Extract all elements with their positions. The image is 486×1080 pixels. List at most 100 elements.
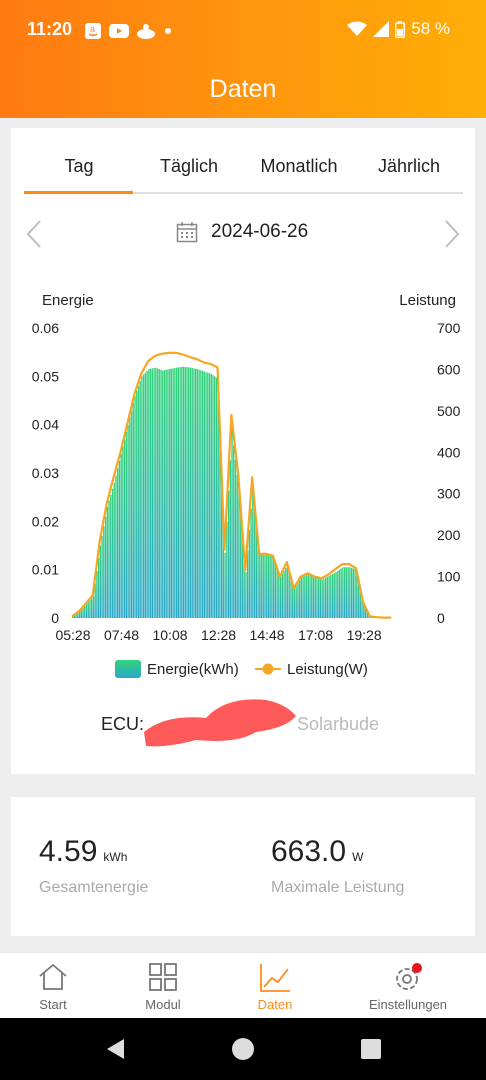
back-icon[interactable]: [104, 1037, 128, 1061]
energy-bar: [163, 370, 166, 618]
tab-jaehrlich[interactable]: Jährlich: [377, 156, 441, 176]
x-axis-ticks: 05:28 07:48 10:08 12:28 14:48 17:08 19:28: [55, 627, 381, 643]
energy-bar: [252, 487, 254, 618]
right-tick-label: 500: [437, 403, 461, 419]
energy-bar: [314, 576, 316, 618]
energy-bar: [297, 582, 299, 618]
tab-monatlich[interactable]: Monatlich: [260, 156, 338, 176]
energy-bar: [99, 545, 102, 618]
battery-percent: 58 %: [411, 19, 450, 38]
energy-bar: [155, 367, 157, 618]
energy-bar: [144, 372, 147, 618]
energy-bar: [136, 390, 138, 618]
energy-bar: [292, 582, 294, 618]
right-tick-label: 0: [437, 610, 445, 626]
date-selector: 2024-06-26: [11, 214, 475, 254]
total-energy-label: Gesamtenergie: [39, 879, 149, 896]
energy-bar: [345, 567, 348, 618]
energy-bar: [125, 431, 128, 618]
energy-bar: [149, 368, 152, 618]
youtube-icon: [109, 24, 129, 38]
energy-bar: [165, 369, 167, 618]
energy-bar: [335, 572, 337, 618]
left-tick-label: 0.04: [32, 417, 59, 433]
energy-bar: [91, 598, 93, 618]
energy-bar: [363, 603, 365, 618]
energy-bar: [108, 500, 110, 618]
energy-bar: [220, 465, 223, 618]
energy-bar: [328, 575, 330, 618]
energy-bar: [148, 369, 150, 618]
total-energy-number: 4.59: [39, 835, 98, 868]
energy-bar: [222, 509, 225, 618]
x-tick-label: 05:28: [55, 627, 90, 643]
energy-bars: [71, 366, 393, 619]
nav-einstellungen[interactable]: Einstellungen: [353, 953, 463, 1019]
energy-bar: [137, 386, 140, 618]
nav-start-label: Start: [39, 997, 67, 1012]
energy-bar: [89, 600, 91, 618]
energy-bar: [110, 494, 112, 618]
energy-bar: [120, 453, 122, 618]
next-date-arrow-icon[interactable]: [443, 219, 461, 249]
total-energy-unit: kWh: [103, 850, 128, 864]
energy-bar: [85, 603, 88, 618]
energy-bar: [200, 370, 202, 618]
energy-bar: [73, 615, 76, 618]
energy-bar: [288, 570, 290, 619]
status-bar: 11:20 a 58 %: [0, 0, 486, 62]
chart-legend: Energie(kWh) Leistung(W): [11, 656, 475, 686]
home-circle-icon[interactable]: [231, 1037, 255, 1061]
energy-bar: [71, 616, 74, 618]
legend-power[interactable]: Leistung(W): [255, 660, 368, 678]
selected-date[interactable]: 2024-06-26: [211, 221, 309, 242]
energy-bar: [246, 550, 249, 618]
svg-text:a: a: [90, 24, 95, 34]
x-tick-label: 19:28: [347, 627, 382, 643]
energy-bar: [305, 575, 308, 618]
recents-icon[interactable]: [360, 1038, 382, 1060]
nav-start[interactable]: Start: [0, 953, 108, 1019]
right-tick-label: 100: [437, 569, 461, 585]
energy-bar: [227, 491, 230, 619]
calendar-icon[interactable]: [176, 221, 198, 243]
active-tab-indicator: [24, 191, 133, 194]
energy-bar: [319, 578, 322, 618]
energy-bar: [267, 554, 270, 618]
nav-daten[interactable]: Daten: [220, 953, 330, 1019]
legend-power-label: Leistung(W): [287, 660, 368, 678]
energy-swatch-icon: [115, 660, 141, 678]
energy-bar: [203, 371, 206, 618]
energy-bar: [80, 609, 82, 618]
left-tick-label: 0.03: [32, 465, 59, 481]
energy-bar: [158, 369, 160, 618]
energy-bar: [331, 574, 334, 618]
previous-date-arrow-icon[interactable]: [25, 219, 43, 249]
energy-bar: [229, 460, 231, 618]
energy-bar: [323, 578, 325, 618]
energy-bar: [177, 367, 180, 618]
ecu-name: Solarbude: [297, 714, 380, 734]
energy-bar: [201, 370, 204, 618]
tab-tag[interactable]: Tag: [64, 156, 94, 176]
max-power-unit: W: [352, 850, 364, 864]
energy-bar: [295, 585, 297, 618]
energy-bar: [170, 368, 173, 618]
energy-bar: [111, 488, 114, 618]
energy-bar: [241, 531, 244, 618]
nav-modul[interactable]: Modul: [108, 953, 218, 1019]
energy-bar: [194, 368, 197, 618]
energy-bar: [364, 606, 367, 618]
chart-line-icon: [260, 964, 290, 992]
legend-energy[interactable]: Energie(kWh): [115, 660, 239, 678]
energy-bar: [104, 516, 107, 618]
energy-bar: [366, 610, 368, 618]
tab-taeglich[interactable]: Täglich: [159, 156, 219, 176]
max-power-number: 663.0: [271, 835, 347, 868]
energy-bar: [117, 468, 119, 618]
right-tick-label: 700: [437, 320, 461, 336]
redaction-scribble: [144, 699, 296, 747]
energy-bar: [217, 378, 219, 618]
energy-bar: [153, 368, 155, 618]
power-swatch-icon: [255, 663, 281, 675]
